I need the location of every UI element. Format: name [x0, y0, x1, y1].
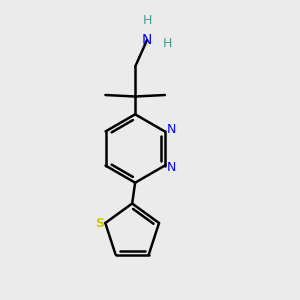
Text: N: N [142, 33, 152, 47]
Text: N: N [167, 122, 176, 136]
Text: H: H [163, 37, 172, 50]
Text: H: H [142, 14, 152, 27]
Text: N: N [167, 161, 176, 175]
Text: S: S [95, 217, 104, 230]
